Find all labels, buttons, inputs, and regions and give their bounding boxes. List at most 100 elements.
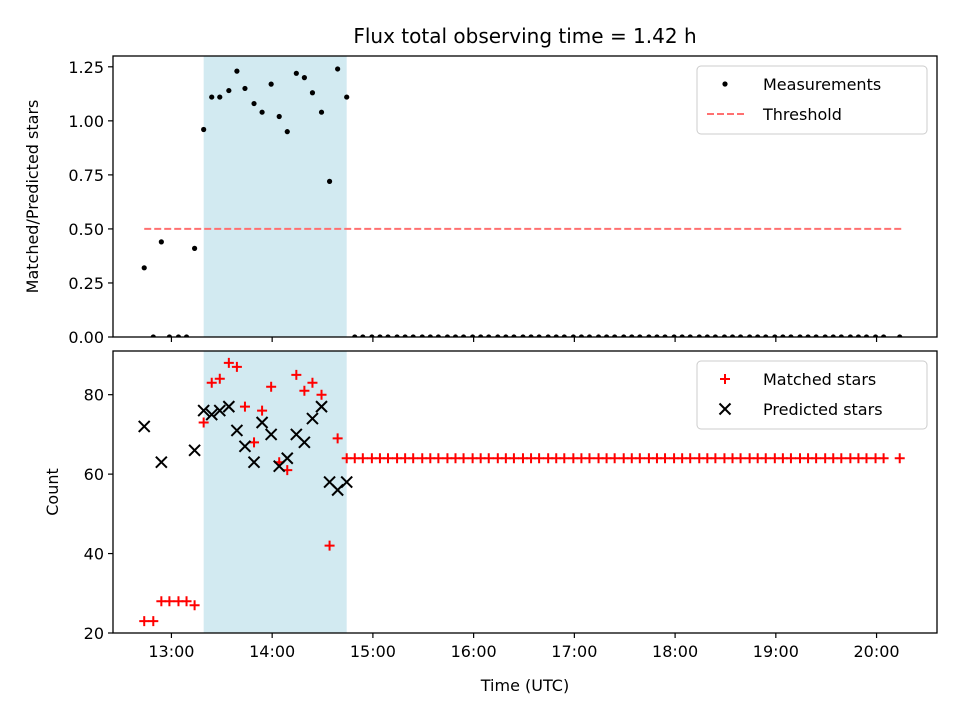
data-point [298, 436, 311, 449]
legend-box [696, 360, 928, 430]
legend-marker [722, 81, 728, 87]
data-point [299, 385, 310, 396]
data-point [139, 616, 150, 627]
data-point [255, 416, 269, 429]
data-point [181, 596, 192, 607]
data-point [634, 453, 645, 464]
data-point [209, 94, 215, 100]
data-point [861, 453, 872, 464]
data-point [307, 377, 318, 388]
x-tick-label: 20:00 [854, 642, 900, 661]
x-axis-label: Time (UTC) [480, 676, 569, 695]
x-tick-label: 19:00 [753, 642, 799, 661]
data-point [340, 475, 353, 489]
data-point [217, 94, 223, 100]
data-point [306, 412, 319, 425]
data-point [222, 400, 236, 413]
legend-box [696, 65, 928, 135]
data-point [534, 453, 545, 464]
top-panel: 0.00 0.25 0.50 0.75 1.00 1.25 Matched/Predicte… [23, 55, 938, 347]
x-tick-label: 18:00 [652, 642, 698, 661]
legend-label: Predicted stars [763, 400, 883, 419]
data-point [315, 400, 328, 413]
bottom-panel: 20 40 60 80 13:00 14:00 15:00 16:00 17:00 18:00 19… [43, 350, 938, 661]
y-tick-label: 40 [84, 545, 104, 564]
y-tick-label: 20 [84, 624, 104, 643]
data-point [335, 66, 341, 72]
data-point [894, 453, 905, 464]
legend-marker [718, 402, 732, 416]
series-predicted-stars [138, 400, 353, 497]
observing-span-highlight [203, 56, 347, 337]
x-tick-label: 14:00 [249, 642, 295, 661]
data-point [231, 361, 242, 372]
data-point [584, 453, 595, 464]
data-point [735, 453, 746, 464]
data-point [213, 404, 226, 417]
data-point [242, 85, 248, 92]
series-matched-stars [139, 357, 905, 627]
data-point [760, 453, 771, 464]
data-point [201, 126, 207, 133]
data-point [238, 440, 252, 453]
y-tick-label: 0.00 [68, 328, 104, 347]
data-point [205, 408, 218, 421]
data-point [188, 444, 201, 457]
data-point [685, 453, 696, 464]
data-point [239, 401, 250, 412]
legend-marker [720, 374, 730, 384]
data-point [344, 94, 350, 100]
y-tick-label: 0.50 [68, 220, 104, 239]
data-point [198, 417, 209, 428]
data-point [508, 453, 519, 464]
data-point [155, 456, 168, 469]
data-point [223, 357, 234, 368]
data-point [247, 456, 261, 469]
y-tick-label: 80 [84, 386, 104, 405]
data-point [332, 433, 343, 444]
data-point [318, 109, 325, 115]
y-tick-label: 1.00 [68, 112, 104, 131]
data-point [148, 616, 159, 627]
data-point [284, 129, 290, 135]
data-point [811, 453, 822, 464]
data-point [357, 453, 368, 464]
legend: Matched stars Predicted stars [696, 360, 928, 430]
data-point [266, 381, 277, 392]
data-point [301, 75, 307, 81]
data-point [710, 453, 721, 464]
data-point [324, 540, 335, 551]
data-point [309, 90, 316, 96]
data-point [268, 81, 274, 87]
data-point [189, 600, 200, 611]
y-tick-label: 0.25 [68, 274, 104, 293]
observing-span-highlight [203, 351, 347, 633]
data-point [259, 109, 265, 115]
y-tick-label: 1.25 [68, 58, 104, 77]
data-point [251, 100, 257, 107]
data-point [836, 453, 847, 464]
x-tick-label: 15:00 [350, 642, 396, 661]
data-point [214, 373, 225, 384]
y-tick-label: 60 [84, 465, 104, 484]
data-point [257, 405, 268, 416]
data-point [293, 70, 299, 76]
axes-frame [112, 55, 938, 338]
data-point [609, 453, 620, 464]
data-point [226, 87, 232, 94]
x-tick-label: 16:00 [451, 642, 497, 661]
y-axis-label: Count [43, 468, 62, 516]
data-point [408, 453, 419, 464]
data-point [249, 437, 260, 448]
legend-label: Measurements [763, 75, 881, 94]
data-point [230, 424, 244, 437]
data-point [197, 404, 210, 417]
data-point [483, 453, 494, 464]
data-point [316, 389, 327, 400]
data-point [383, 453, 394, 464]
data-point [878, 453, 889, 464]
data-point [191, 245, 198, 251]
y-tick-label: 0.75 [68, 166, 104, 185]
legend-label: Matched stars [763, 370, 876, 389]
